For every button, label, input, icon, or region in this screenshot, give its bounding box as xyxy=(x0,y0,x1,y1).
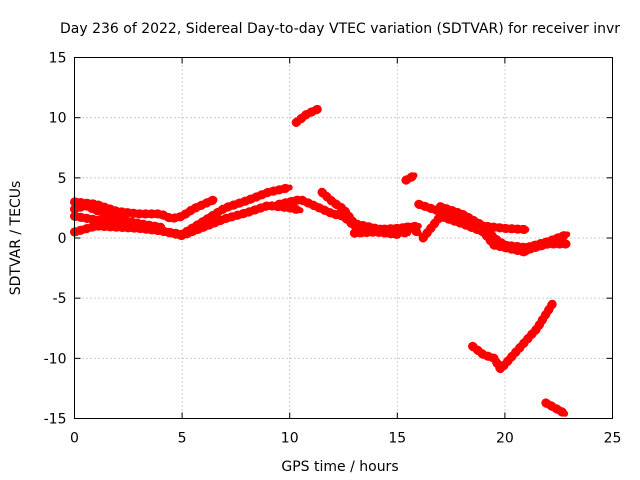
series-trace-c-markers xyxy=(70,183,295,239)
y-tick-label: -10 xyxy=(44,351,67,367)
x-tick-label: 5 xyxy=(178,431,187,447)
y-axis-label: SDTVAR / TECUs xyxy=(8,181,24,296)
series-trace-d-markers xyxy=(70,201,166,232)
y-tick-label: -5 xyxy=(53,291,67,307)
series-trace-a-markers xyxy=(70,195,219,224)
series-trace-h-markers xyxy=(291,104,323,127)
y-tick-label: 5 xyxy=(58,171,67,187)
series-trace-m-markers xyxy=(500,229,572,253)
series-trace-o-markers xyxy=(541,398,570,419)
grid-lines xyxy=(74,57,613,419)
x-tick-label: 0 xyxy=(70,431,79,447)
y-tick-label: 10 xyxy=(49,111,67,127)
axis-ticks: 0 5 10 15 20 25 -15 -10 -5 0 5 10 15 xyxy=(44,51,622,447)
series-trace-g-markers xyxy=(349,221,424,239)
x-tick-label: 15 xyxy=(388,431,406,447)
x-tick-label: 20 xyxy=(496,431,514,447)
x-tick-label: 25 xyxy=(604,431,622,447)
x-axis-label: GPS time / hours xyxy=(281,459,398,475)
y-tick-label: 0 xyxy=(58,231,67,247)
y-tick-label: 15 xyxy=(49,51,67,67)
y-tick-label: -15 xyxy=(44,412,67,428)
series-trace-n-markers xyxy=(468,299,557,374)
series-trace-i-markers xyxy=(401,170,419,185)
chart-title: Day 236 of 2022, Sidereal Day-to-day VTE… xyxy=(60,21,620,37)
x-tick-label: 10 xyxy=(281,431,299,447)
data-series xyxy=(70,104,572,419)
